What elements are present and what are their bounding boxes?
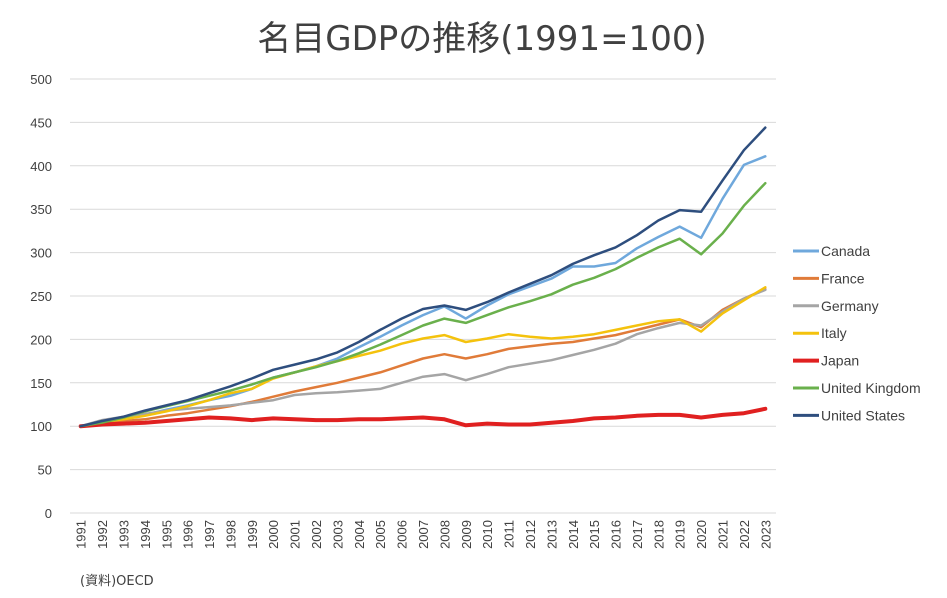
x-tick-label: 2022: [737, 520, 752, 549]
x-tick-label: 1996: [181, 520, 196, 549]
y-tick-label: 150: [30, 376, 52, 391]
y-tick-label: 500: [30, 72, 52, 87]
x-axis-ticks: 1991 1992 1993 1994 1995 1996 1997 1998 1999 2000…: [74, 520, 774, 549]
series-lines: [78, 126, 768, 429]
x-tick-label: 2023: [758, 520, 773, 549]
x-tick-label: 2008: [437, 520, 452, 549]
series-line-united-states: [79, 126, 767, 428]
y-tick-label: 50: [38, 463, 52, 478]
legend-label-france: France: [821, 270, 865, 286]
x-tick-label: 2011: [502, 520, 517, 548]
x-tick-label: 2010: [480, 520, 495, 549]
y-tick-label: 100: [30, 419, 52, 434]
x-tick-label: 2004: [352, 520, 367, 549]
legend-label-germany: Germany: [821, 298, 879, 314]
x-tick-label: 2006: [395, 520, 410, 549]
x-tick-label: 2003: [330, 520, 345, 549]
x-tick-label: 2018: [651, 520, 666, 549]
legend-label-united-kingdom: United Kingdom: [821, 380, 921, 396]
grid-lines: [70, 78, 776, 514]
series-line-germany: [79, 288, 767, 428]
x-tick-label: 1995: [159, 520, 174, 549]
y-tick-label: 400: [30, 159, 52, 174]
chart-title: 名目GDPの推移(1991=100): [257, 19, 706, 59]
y-tick-label: 0: [45, 506, 52, 521]
x-tick-label: 2000: [266, 520, 281, 549]
legend-label-japan: Japan: [821, 353, 859, 369]
x-tick-label: 2005: [373, 520, 388, 549]
y-tick-label: 200: [30, 332, 52, 347]
y-tick-label: 350: [30, 202, 52, 217]
series-line-japan: [78, 406, 768, 429]
series-line-italy: [79, 286, 767, 428]
x-tick-label: 2014: [566, 520, 581, 549]
series-line-france: [79, 287, 767, 428]
legend-label-united-states: United States: [821, 407, 905, 423]
x-tick-label: 1991: [74, 520, 89, 549]
x-tick-label: 2002: [309, 520, 324, 549]
x-tick-label: 2015: [587, 520, 602, 549]
x-tick-label: 2013: [544, 520, 559, 549]
x-tick-label: 2021: [716, 520, 731, 549]
legend-label-italy: Italy: [821, 325, 847, 341]
source-note: (資料)OECD: [80, 574, 154, 589]
legend-label-canada: Canada: [821, 243, 870, 259]
x-tick-label: 2012: [523, 520, 538, 549]
x-tick-label: 1998: [223, 520, 238, 549]
x-tick-label: 2019: [673, 520, 688, 549]
x-tick-label: 2020: [694, 520, 709, 549]
series-line-united-kingdom: [79, 181, 767, 428]
x-tick-label: 2017: [630, 520, 645, 549]
x-tick-label: 2001: [288, 520, 303, 549]
series-line-canada: [79, 155, 767, 428]
y-tick-label: 250: [30, 289, 52, 304]
x-tick-label: 1997: [202, 520, 217, 549]
x-tick-label: 1994: [138, 520, 153, 549]
x-tick-label: 2009: [459, 520, 474, 549]
y-tick-label: 300: [30, 246, 52, 261]
y-axis-ticks: 0 50 100 150 200 250 300 350 400 450 500: [30, 72, 52, 521]
y-tick-label: 450: [30, 115, 52, 130]
x-tick-label: 1999: [245, 520, 260, 549]
x-tick-label: 1992: [95, 520, 110, 549]
x-tick-label: 2016: [609, 520, 624, 549]
x-tick-label: 2007: [416, 520, 431, 549]
x-tick-label: 1993: [116, 520, 131, 549]
legend: Canada France Germany Italy Japan United King…: [793, 243, 921, 423]
